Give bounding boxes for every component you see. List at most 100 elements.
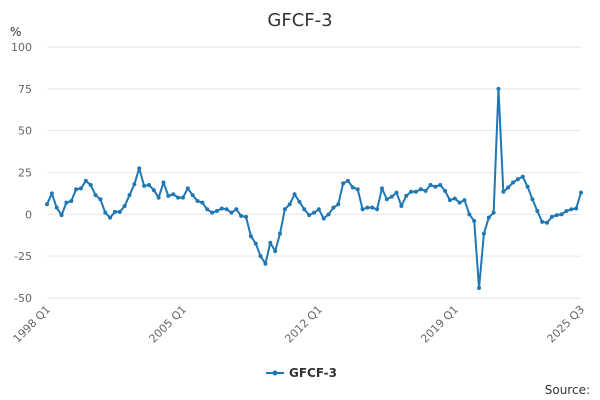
data-point-100[interactable] (530, 197, 535, 202)
data-point-60[interactable] (336, 202, 341, 207)
data-point-40[interactable] (239, 214, 244, 219)
data-point-21[interactable] (146, 183, 151, 188)
data-point-104[interactable] (549, 214, 554, 219)
data-point-95[interactable] (506, 185, 511, 190)
data-point-20[interactable] (142, 183, 147, 188)
data-point-33[interactable] (205, 207, 210, 212)
data-point-61[interactable] (341, 181, 346, 186)
data-point-110[interactable] (579, 190, 583, 195)
data-point-17[interactable] (127, 193, 132, 198)
data-point-31[interactable] (195, 198, 200, 203)
series-gfcf-3[interactable] (45, 86, 583, 290)
data-point-44[interactable] (258, 254, 263, 259)
data-point-72[interactable] (394, 190, 399, 195)
data-point-35[interactable] (214, 208, 219, 213)
data-point-37[interactable] (224, 207, 229, 212)
data-point-109[interactable] (574, 206, 579, 211)
data-point-74[interactable] (404, 193, 409, 198)
data-point-8[interactable] (83, 178, 88, 183)
data-point-25[interactable] (166, 193, 171, 198)
data-point-88[interactable] (472, 219, 477, 224)
data-point-12[interactable] (103, 210, 108, 215)
data-point-50[interactable] (287, 202, 292, 207)
data-point-93[interactable] (496, 86, 501, 91)
data-point-84[interactable] (452, 196, 457, 201)
data-point-69[interactable] (379, 186, 384, 191)
data-point-4[interactable] (64, 200, 69, 205)
data-point-75[interactable] (409, 189, 414, 194)
data-point-46[interactable] (268, 240, 273, 245)
data-point-67[interactable] (370, 205, 375, 210)
data-point-105[interactable] (554, 213, 559, 218)
data-point-1[interactable] (49, 191, 54, 196)
data-point-41[interactable] (244, 214, 249, 219)
data-point-19[interactable] (137, 166, 142, 171)
data-point-91[interactable] (486, 215, 491, 220)
data-point-76[interactable] (413, 189, 418, 194)
data-point-0[interactable] (45, 202, 49, 207)
data-point-24[interactable] (161, 180, 166, 185)
data-point-70[interactable] (384, 197, 389, 202)
data-point-5[interactable] (69, 198, 74, 203)
data-point-81[interactable] (438, 183, 443, 188)
data-point-47[interactable] (273, 249, 278, 254)
data-point-13[interactable] (108, 215, 113, 220)
data-point-48[interactable] (278, 231, 283, 236)
data-point-83[interactable] (447, 198, 452, 203)
data-point-3[interactable] (59, 213, 64, 218)
data-point-78[interactable] (423, 188, 428, 193)
data-point-86[interactable] (462, 198, 467, 203)
data-point-18[interactable] (132, 182, 137, 187)
data-point-106[interactable] (559, 212, 564, 217)
data-point-71[interactable] (389, 194, 394, 199)
data-point-43[interactable] (253, 241, 258, 246)
data-point-7[interactable] (78, 186, 83, 191)
data-point-34[interactable] (210, 210, 215, 215)
data-point-101[interactable] (535, 208, 540, 213)
data-point-59[interactable] (331, 205, 336, 210)
data-point-45[interactable] (263, 261, 268, 266)
data-point-6[interactable] (74, 187, 79, 192)
data-point-53[interactable] (302, 207, 307, 212)
data-point-58[interactable] (326, 212, 331, 217)
data-point-26[interactable] (171, 192, 176, 197)
data-point-97[interactable] (515, 177, 520, 182)
data-point-98[interactable] (520, 174, 525, 179)
data-point-79[interactable] (428, 183, 433, 188)
data-point-30[interactable] (190, 193, 195, 198)
data-point-23[interactable] (156, 195, 161, 200)
data-point-14[interactable] (112, 209, 117, 214)
data-point-92[interactable] (491, 210, 496, 215)
data-point-63[interactable] (350, 185, 355, 190)
data-point-87[interactable] (467, 212, 472, 217)
data-point-68[interactable] (375, 207, 380, 212)
data-point-77[interactable] (418, 187, 423, 192)
data-point-2[interactable] (54, 205, 59, 210)
data-point-39[interactable] (234, 207, 239, 212)
data-point-85[interactable] (457, 200, 462, 205)
data-point-108[interactable] (569, 207, 574, 212)
data-point-80[interactable] (433, 184, 438, 189)
data-point-103[interactable] (545, 220, 550, 225)
data-point-89[interactable] (477, 285, 482, 290)
data-point-16[interactable] (122, 203, 127, 208)
data-point-96[interactable] (511, 180, 516, 185)
data-point-22[interactable] (151, 188, 156, 193)
data-point-15[interactable] (117, 209, 122, 214)
data-point-65[interactable] (360, 207, 365, 212)
data-point-28[interactable] (180, 195, 185, 200)
data-point-57[interactable] (321, 216, 326, 221)
data-point-51[interactable] (292, 192, 297, 197)
data-point-90[interactable] (481, 231, 486, 236)
data-point-32[interactable] (200, 200, 205, 205)
data-point-36[interactable] (219, 206, 224, 211)
series-line-gfcf-3[interactable] (46, 87, 582, 289)
data-point-102[interactable] (540, 219, 545, 224)
data-point-38[interactable] (229, 210, 234, 215)
data-point-73[interactable] (399, 203, 404, 208)
data-point-49[interactable] (282, 207, 287, 212)
data-point-94[interactable] (501, 189, 506, 194)
data-point-82[interactable] (443, 188, 448, 193)
data-point-27[interactable] (176, 195, 181, 200)
data-point-62[interactable] (345, 178, 350, 183)
